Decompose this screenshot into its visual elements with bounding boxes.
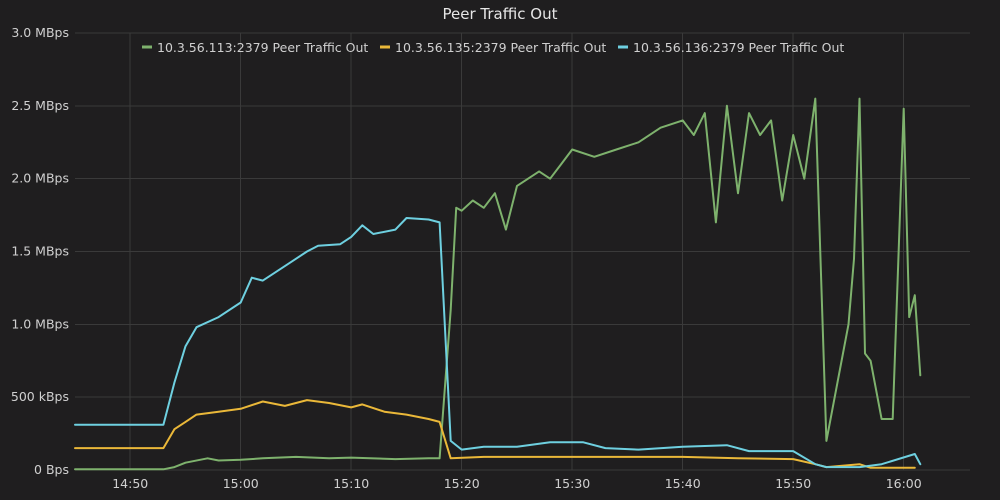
- legend-item-1[interactable]: 10.3.56.113:2379 Peer Traffic Out: [142, 40, 368, 55]
- legend-label: 10.3.56.135:2379 Peer Traffic Out: [395, 40, 606, 55]
- legend-swatch: [380, 45, 390, 49]
- x-tick-label: 15:40: [665, 476, 701, 491]
- x-tick-label: 15:20: [444, 476, 480, 491]
- y-tick-label: 500 kBps: [11, 389, 69, 404]
- legend[interactable]: 10.3.56.113:2379 Peer Traffic Out 10.3.56…: [142, 40, 844, 55]
- x-tick-label: 15:30: [554, 476, 590, 491]
- y-tick-label: 2.5 MBps: [11, 98, 69, 113]
- x-tick-label: 14:50: [112, 476, 148, 491]
- y-tick-label: 0 Bps: [34, 462, 69, 477]
- x-tick-label: 15:10: [333, 476, 369, 491]
- x-tick-label: 16:00: [886, 476, 922, 491]
- legend-item-2[interactable]: 10.3.56.135:2379 Peer Traffic Out: [380, 40, 606, 55]
- y-tick-label: 3.0 MBps: [11, 25, 69, 40]
- series-line-2: [74, 399, 916, 469]
- axes: 0 Bps 500 kBps 1.0 MBps 1.5 MBps 2.0 MBps 2.5…: [11, 25, 922, 491]
- y-tick-label: 1.5 MBps: [11, 244, 69, 259]
- series-line-1: [74, 97, 922, 471]
- series-lines: [74, 97, 922, 471]
- legend-swatch: [142, 45, 152, 49]
- y-tick-label: 2.0 MBps: [11, 171, 69, 186]
- legend-label: 10.3.56.136:2379 Peer Traffic Out: [633, 40, 844, 55]
- y-tick-label: 1.0 MBps: [11, 316, 69, 331]
- x-tick-label: 15:00: [223, 476, 259, 491]
- legend-label: 10.3.56.113:2379 Peer Traffic Out: [157, 40, 368, 55]
- grid: [75, 32, 970, 471]
- legend-item-3[interactable]: 10.3.56.136:2379 Peer Traffic Out: [618, 40, 844, 55]
- x-tick-label: 15:50: [775, 476, 811, 491]
- chart-title: Peer Traffic Out: [443, 5, 558, 23]
- series-line-3: [74, 217, 922, 469]
- legend-swatch: [618, 45, 628, 49]
